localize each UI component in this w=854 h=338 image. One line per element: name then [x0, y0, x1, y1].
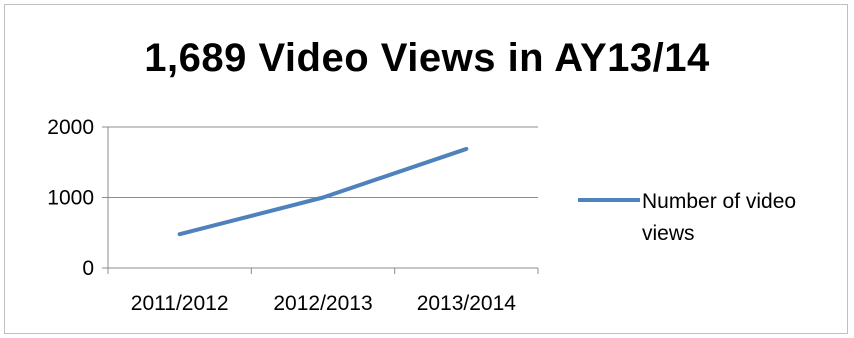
legend-label: Number of video views — [642, 190, 797, 245]
x-tick-label: 2012/2013 — [273, 292, 372, 315]
x-tick-label: 2013/2014 — [417, 292, 517, 315]
y-tick-label: 0 — [82, 257, 94, 280]
legend: Number of video views — [578, 183, 848, 253]
series-line — [177, 146, 469, 237]
y-tick-label: 1000 — [47, 187, 94, 210]
chart-title: 1,689 Video Views in AY13/14 — [144, 36, 710, 80]
chart-frame — [4, 4, 848, 334]
legend-swatch — [578, 198, 640, 202]
x-tick-label: 2011/2012 — [131, 292, 229, 315]
y-tick-label: 2000 — [47, 116, 94, 139]
